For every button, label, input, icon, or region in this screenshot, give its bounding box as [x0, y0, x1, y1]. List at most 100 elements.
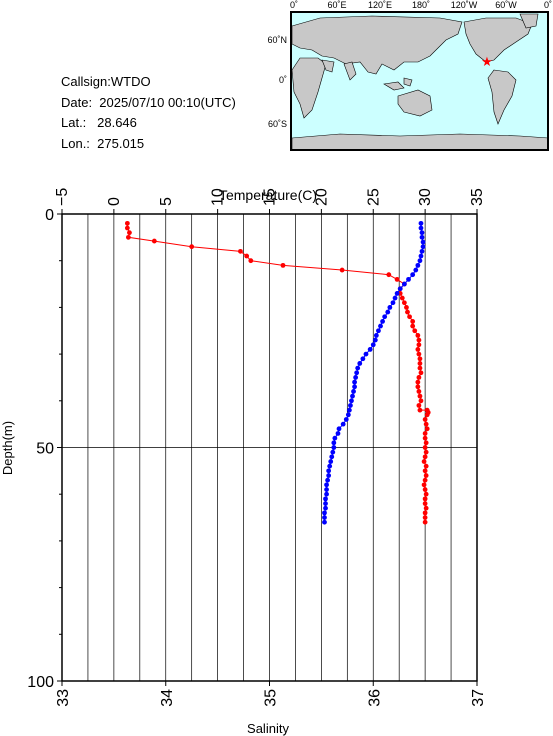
temperature-tick-label: −5	[54, 188, 71, 206]
salinity-point	[343, 417, 349, 422]
salinity-point	[331, 440, 337, 446]
salinity-point	[354, 370, 360, 376]
temperature-tick-label: 15	[262, 188, 279, 206]
salinity-tick-label: 34	[159, 689, 176, 707]
salinity-tick-label: 33	[55, 689, 72, 707]
temperature-tick-label: 35	[469, 188, 486, 206]
salinity-point	[346, 407, 352, 413]
salinity-point	[323, 505, 328, 511]
temperature-point	[417, 356, 423, 362]
temperature-point	[404, 305, 409, 310]
salinity-point	[350, 393, 355, 399]
salinity-point	[418, 225, 424, 231]
temperature-axis-title: Temperature(C)	[219, 187, 317, 203]
temperature-point	[407, 314, 412, 320]
temperature-point	[280, 262, 286, 268]
salinity-point	[322, 515, 327, 520]
salinity-point	[397, 286, 403, 292]
temperature-point	[412, 328, 418, 334]
salinity-axis: 33 34 35 36 37	[55, 681, 487, 707]
temperature-point	[417, 361, 423, 366]
temperature-point	[423, 505, 429, 511]
salinity-point	[373, 333, 379, 338]
temperature-point	[124, 225, 130, 231]
temperature-point	[418, 370, 424, 376]
temperature-point	[415, 379, 421, 385]
salinity-point	[324, 487, 329, 492]
salinity-point	[323, 501, 328, 506]
temperature-point	[127, 230, 132, 236]
salinity-tick-label: 37	[470, 689, 487, 707]
salinity-point	[357, 361, 363, 366]
temperature-point	[405, 309, 410, 315]
salinity-point	[328, 459, 334, 464]
salinity-point	[394, 290, 400, 296]
temperature-point	[416, 375, 422, 380]
temperature-point	[410, 319, 416, 324]
temperature-point	[417, 407, 423, 413]
temperature-tick-label: 0	[106, 197, 123, 206]
date-label: Date: 2025/07/10 00:10(UTC)	[61, 94, 236, 110]
salinity-point	[367, 347, 373, 352]
salinity-point	[335, 431, 341, 436]
salinity-point	[378, 323, 383, 329]
temperature-point	[415, 347, 421, 352]
salinity-point	[324, 491, 329, 497]
salinity-line	[324, 223, 424, 523]
temperature-tick-label: 25	[365, 188, 382, 206]
salinity-point	[330, 449, 336, 455]
salinity-point	[413, 267, 419, 273]
temperature-point	[421, 482, 427, 488]
temperature-point	[422, 454, 428, 460]
temperature-point	[422, 501, 428, 506]
salinity-point	[419, 230, 425, 236]
temperature-point	[401, 300, 407, 306]
chart-grid	[62, 214, 477, 681]
temperature-point	[422, 477, 428, 483]
temperature-point	[422, 519, 428, 525]
salinity-point	[336, 426, 342, 432]
temperature-point	[124, 220, 130, 226]
temperature-point	[418, 398, 424, 404]
depth-tick-label: 100	[27, 674, 54, 691]
temperature-point	[422, 431, 428, 436]
temperature-point	[416, 342, 422, 348]
temperature-point	[422, 496, 428, 502]
salinity-point	[351, 389, 356, 394]
temperature-point	[410, 323, 416, 329]
temperature-point	[151, 238, 157, 244]
temperature-point	[423, 473, 429, 478]
salinity-point	[415, 262, 421, 268]
salinity-point	[418, 253, 424, 259]
salinity-point	[387, 305, 393, 310]
temperature-point	[423, 463, 429, 469]
salinity-point	[340, 421, 346, 427]
salinity-point	[326, 468, 332, 474]
latitude-label: Lat.: 28.646	[61, 115, 137, 130]
temperature-point	[423, 491, 429, 497]
salinity-point	[417, 258, 423, 264]
longitude-label: Lon.: 275.015	[61, 135, 145, 151]
temperature-point	[422, 445, 428, 450]
salinity-point	[327, 463, 333, 469]
temperature-point	[416, 403, 422, 408]
salinity-point	[406, 276, 411, 282]
temperature-tick-label: 20	[313, 188, 330, 206]
salinity-point	[382, 314, 388, 320]
depth-axis-title: Depth(m)	[0, 421, 15, 475]
salinity-point	[420, 239, 426, 245]
temperature-point	[422, 515, 428, 520]
depth-tick-label: 0	[45, 207, 54, 224]
temperature-point	[399, 295, 405, 301]
salinity-point	[380, 319, 385, 324]
salinity-point	[322, 519, 327, 525]
temperature-tick-label: 10	[210, 188, 227, 206]
salinity-point	[322, 510, 327, 516]
temperature-point	[394, 276, 400, 282]
salinity-point	[349, 398, 354, 404]
salinity-point	[353, 375, 359, 380]
salinity-point	[331, 445, 337, 450]
salinity-point	[410, 272, 416, 278]
depth-axis: 0 50 100	[27, 207, 62, 691]
